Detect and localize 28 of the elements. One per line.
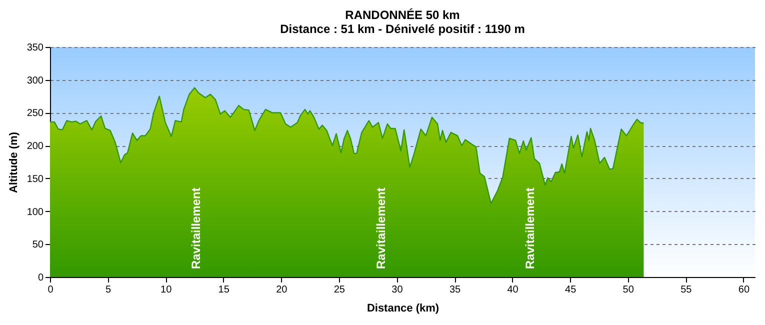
y-axis-title: Altitude (m)	[8, 132, 20, 194]
x-tick-label: 35	[449, 284, 462, 296]
y-tick-label: 100	[26, 206, 44, 218]
y-tick-label: 0	[38, 272, 44, 284]
x-tick-label: 30	[392, 284, 404, 296]
y-tick-label: 200	[26, 141, 44, 152]
chart-title: RANDONNÉE 50 km	[345, 8, 460, 22]
y-tick-label: 300	[26, 75, 44, 86]
y-tick-label: 50	[32, 240, 44, 251]
annotation: Ravitaillement	[374, 188, 388, 269]
x-tick-label: 50	[622, 284, 634, 296]
annotation: Ravitaillement	[189, 188, 203, 269]
x-tick-label: 40	[507, 284, 519, 296]
x-tick-label: 45	[565, 284, 577, 296]
x-tick-label: 60	[738, 284, 750, 296]
x-tick-label: 15	[218, 284, 230, 296]
x-axis-title: Distance (km)	[366, 302, 440, 314]
y-tick-label: 250	[26, 108, 44, 120]
y-tick-label: 350	[26, 42, 44, 54]
x-tick-label: 25	[334, 284, 346, 296]
x-tick-label: 55	[680, 284, 692, 296]
x-tick-label: 10	[160, 284, 172, 296]
x-tick-label: 0	[48, 284, 54, 296]
chart-subtitle: Distance : 51 km - Dénivelé positif : 1190 m	[280, 22, 525, 36]
annotation: Ravitaillement	[523, 188, 537, 269]
x-tick-label: 20	[276, 284, 288, 296]
x-tick-label: 5	[106, 284, 112, 296]
y-tick-label: 150	[26, 174, 44, 185]
